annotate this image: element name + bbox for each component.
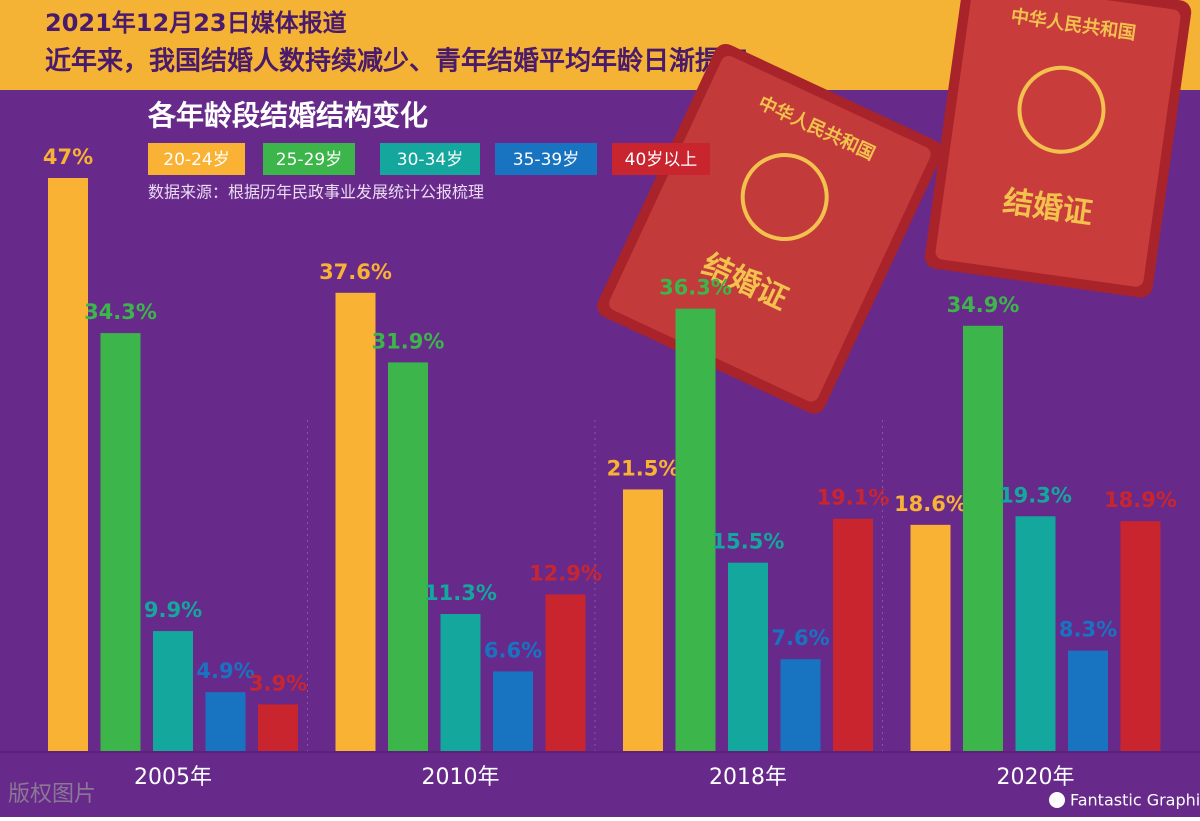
value-label: 6.6% — [484, 638, 542, 662]
value-label: 4.9% — [196, 659, 254, 683]
emblem — [740, 153, 829, 242]
legend-swatch — [380, 143, 480, 175]
bar — [153, 631, 193, 752]
bar — [440, 613, 481, 752]
emblem — [1017, 65, 1106, 154]
date-line: 2021年12月23日媒体报道 — [45, 9, 347, 37]
bar — [1068, 650, 1108, 752]
value-label: 34.9% — [947, 293, 1020, 317]
brand: Fantastic Graphics — [1070, 791, 1200, 810]
value-label: 11.3% — [424, 581, 497, 605]
brand-logo — [1049, 792, 1065, 808]
value-label: 19.3% — [999, 483, 1072, 507]
value-label: 31.9% — [372, 329, 445, 353]
value-label: 15.5% — [712, 530, 785, 554]
bar — [728, 562, 768, 752]
value-label: 3.9% — [249, 671, 307, 695]
bar — [623, 489, 663, 752]
value-label: 8.3% — [1059, 618, 1117, 642]
value-label: 9.9% — [144, 598, 202, 622]
bar — [910, 524, 951, 752]
x-tick-label: 2020年 — [997, 765, 1075, 790]
chart-title: 各年龄段结婚结构变化 — [147, 99, 428, 132]
bar — [388, 362, 428, 752]
bar — [258, 704, 298, 752]
bar — [1120, 521, 1161, 752]
x-tick-label: 2005年 — [134, 765, 212, 790]
bar — [493, 671, 533, 752]
value-label: 18.6% — [894, 492, 967, 516]
bar — [833, 518, 873, 752]
value-label: 19.1% — [817, 486, 890, 510]
legend-swatch — [148, 143, 245, 175]
bar — [780, 659, 821, 752]
legend-label: 30-34岁 — [397, 150, 463, 170]
legend-label: 35-39岁 — [513, 150, 579, 170]
legend-swatch — [612, 143, 710, 175]
value-label: 18.9% — [1104, 488, 1177, 512]
value-label: 7.6% — [771, 626, 829, 650]
headline: 近年来，我国结婚人数持续减少、青年结婚平均年龄日渐提高 — [45, 46, 747, 77]
bar — [205, 692, 246, 752]
bar — [1015, 516, 1056, 752]
bar — [963, 325, 1003, 752]
legend-label: 20-24岁 — [163, 150, 229, 170]
certificate-book: 中华人民共和国 结婚证 — [924, 0, 1192, 298]
value-label: 21.5% — [607, 456, 680, 480]
value-label: 37.6% — [319, 260, 392, 284]
legend-swatch — [263, 143, 355, 175]
value-label: 47% — [43, 145, 93, 169]
value-label: 36.3% — [659, 276, 732, 300]
legend-label: 40岁以上 — [625, 150, 698, 170]
legend-label: 25-29岁 — [276, 150, 342, 170]
watermark: 版权图片 — [8, 782, 96, 807]
bar — [545, 594, 586, 752]
value-label: 34.3% — [84, 300, 157, 324]
x-tick-label: 2018年 — [709, 765, 787, 790]
bar — [100, 333, 141, 752]
bar — [48, 178, 88, 752]
bar — [335, 292, 376, 752]
source: 数据来源：根据历年民政事业发展统计公报梳理 — [148, 183, 484, 202]
bar — [675, 308, 716, 752]
x-tick-label: 2010年 — [422, 765, 500, 790]
value-label: 12.9% — [529, 561, 602, 585]
legend-swatch — [495, 143, 597, 175]
book-face — [935, 0, 1181, 287]
